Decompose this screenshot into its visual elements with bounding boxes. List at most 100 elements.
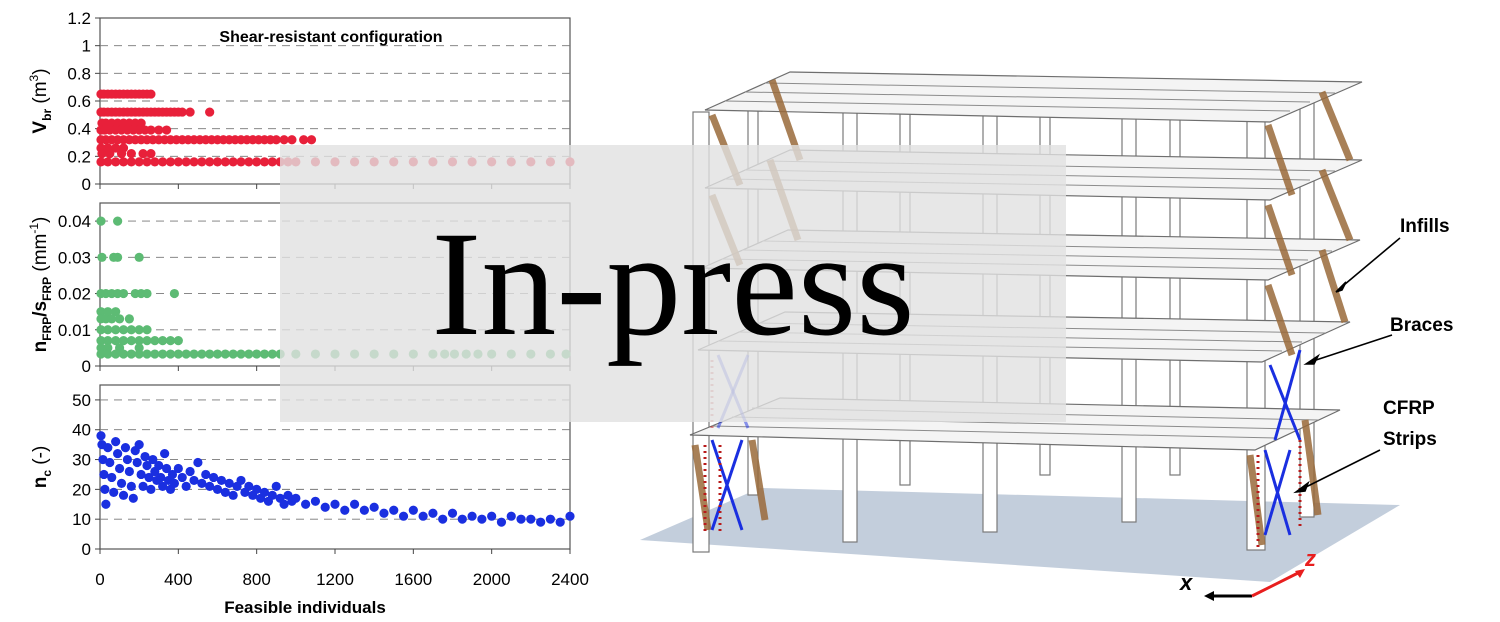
data-point — [555, 517, 565, 527]
data-point — [224, 478, 234, 488]
data-point — [160, 448, 170, 459]
data-point — [220, 349, 230, 359]
data-point — [306, 135, 317, 145]
y-tick-label: 0.03 — [58, 248, 91, 267]
data-point — [96, 431, 106, 441]
data-point — [369, 502, 379, 512]
data-point — [228, 490, 238, 500]
y-tick-label: 1.2 — [67, 9, 91, 28]
watermark-band — [280, 145, 1066, 422]
data-point — [134, 252, 144, 262]
data-point — [156, 472, 166, 483]
data-point — [340, 505, 350, 515]
y-tick-label: 0.04 — [58, 212, 91, 231]
data-point — [116, 148, 127, 159]
data-point — [134, 336, 144, 346]
data-point — [111, 336, 121, 346]
data-point — [98, 454, 108, 465]
data-point — [205, 157, 215, 167]
data-point — [389, 505, 399, 515]
x-tick-label: 1600 — [394, 570, 432, 589]
data-point — [189, 157, 199, 167]
data-point — [126, 349, 136, 359]
data-point — [177, 472, 187, 483]
data-point — [158, 481, 168, 491]
data-point — [150, 157, 160, 167]
data-point — [103, 307, 113, 317]
y-tick-label: 0.02 — [58, 285, 91, 304]
x-tick-label: 0 — [95, 570, 104, 589]
data-point — [205, 107, 215, 117]
data-point — [287, 135, 297, 145]
data-point — [299, 135, 309, 145]
data-point — [146, 89, 156, 99]
data-point — [146, 148, 156, 159]
data-point — [103, 443, 113, 453]
x-tick-label: 800 — [242, 570, 270, 589]
data-point — [216, 475, 227, 486]
data-point — [181, 481, 191, 491]
data-point — [140, 451, 150, 462]
data-point — [252, 349, 262, 359]
y-axis-label: nFRP/sFRP (mm-1) — [27, 217, 54, 353]
y-axis-label: nc (-) — [30, 446, 54, 489]
data-point — [236, 349, 246, 359]
data-point — [109, 487, 119, 497]
data-point — [122, 454, 133, 465]
label-cfrp: CFRP — [1383, 398, 1435, 419]
y-tick-label: 0.01 — [58, 321, 91, 340]
data-point — [320, 502, 330, 512]
data-point — [96, 336, 106, 346]
data-point — [169, 478, 180, 488]
data-point — [138, 481, 148, 491]
label-infills: Infills — [1400, 216, 1450, 237]
data-point — [244, 481, 254, 491]
data-point — [173, 349, 183, 359]
data-point — [142, 157, 152, 167]
data-point — [118, 336, 129, 346]
data-point — [185, 107, 195, 117]
data-point — [99, 469, 109, 480]
data-point — [124, 466, 134, 477]
data-point — [291, 493, 301, 503]
data-point — [114, 463, 125, 474]
data-point — [267, 157, 277, 167]
data-point — [349, 499, 360, 509]
data-point — [212, 484, 223, 494]
data-point — [158, 157, 168, 167]
data-point — [124, 314, 134, 324]
data-point — [545, 514, 556, 524]
data-point — [236, 475, 246, 486]
data-point — [96, 349, 106, 359]
data-point — [398, 511, 409, 521]
data-point — [161, 125, 172, 135]
data-point — [105, 457, 115, 468]
data-point — [111, 437, 121, 447]
data-point — [193, 457, 203, 468]
data-point — [259, 349, 270, 359]
data-point — [271, 481, 281, 491]
data-point — [259, 157, 270, 167]
data-point — [408, 505, 418, 515]
data-point — [244, 349, 254, 359]
data-point — [220, 487, 230, 497]
annotation-arrows — [1293, 237, 1401, 494]
data-point — [114, 314, 125, 324]
data-point — [120, 443, 131, 453]
data-point — [100, 484, 110, 494]
data-point — [96, 325, 106, 335]
data-point — [228, 157, 238, 167]
panel-3: 0 10 20 30 40 50 0 400 800 1200 1600 2000 2400 Feasib… — [30, 384, 589, 617]
y-tick-label: 0.8 — [67, 64, 91, 83]
data-point — [165, 349, 176, 359]
data-point — [236, 157, 246, 167]
data-point — [428, 508, 438, 518]
data-point — [148, 454, 158, 465]
data-point — [189, 475, 199, 486]
data-point — [142, 460, 152, 471]
data-point — [150, 336, 160, 346]
data-point — [205, 349, 215, 359]
data-point — [126, 325, 136, 335]
data-point — [279, 135, 289, 145]
data-point — [165, 157, 176, 167]
